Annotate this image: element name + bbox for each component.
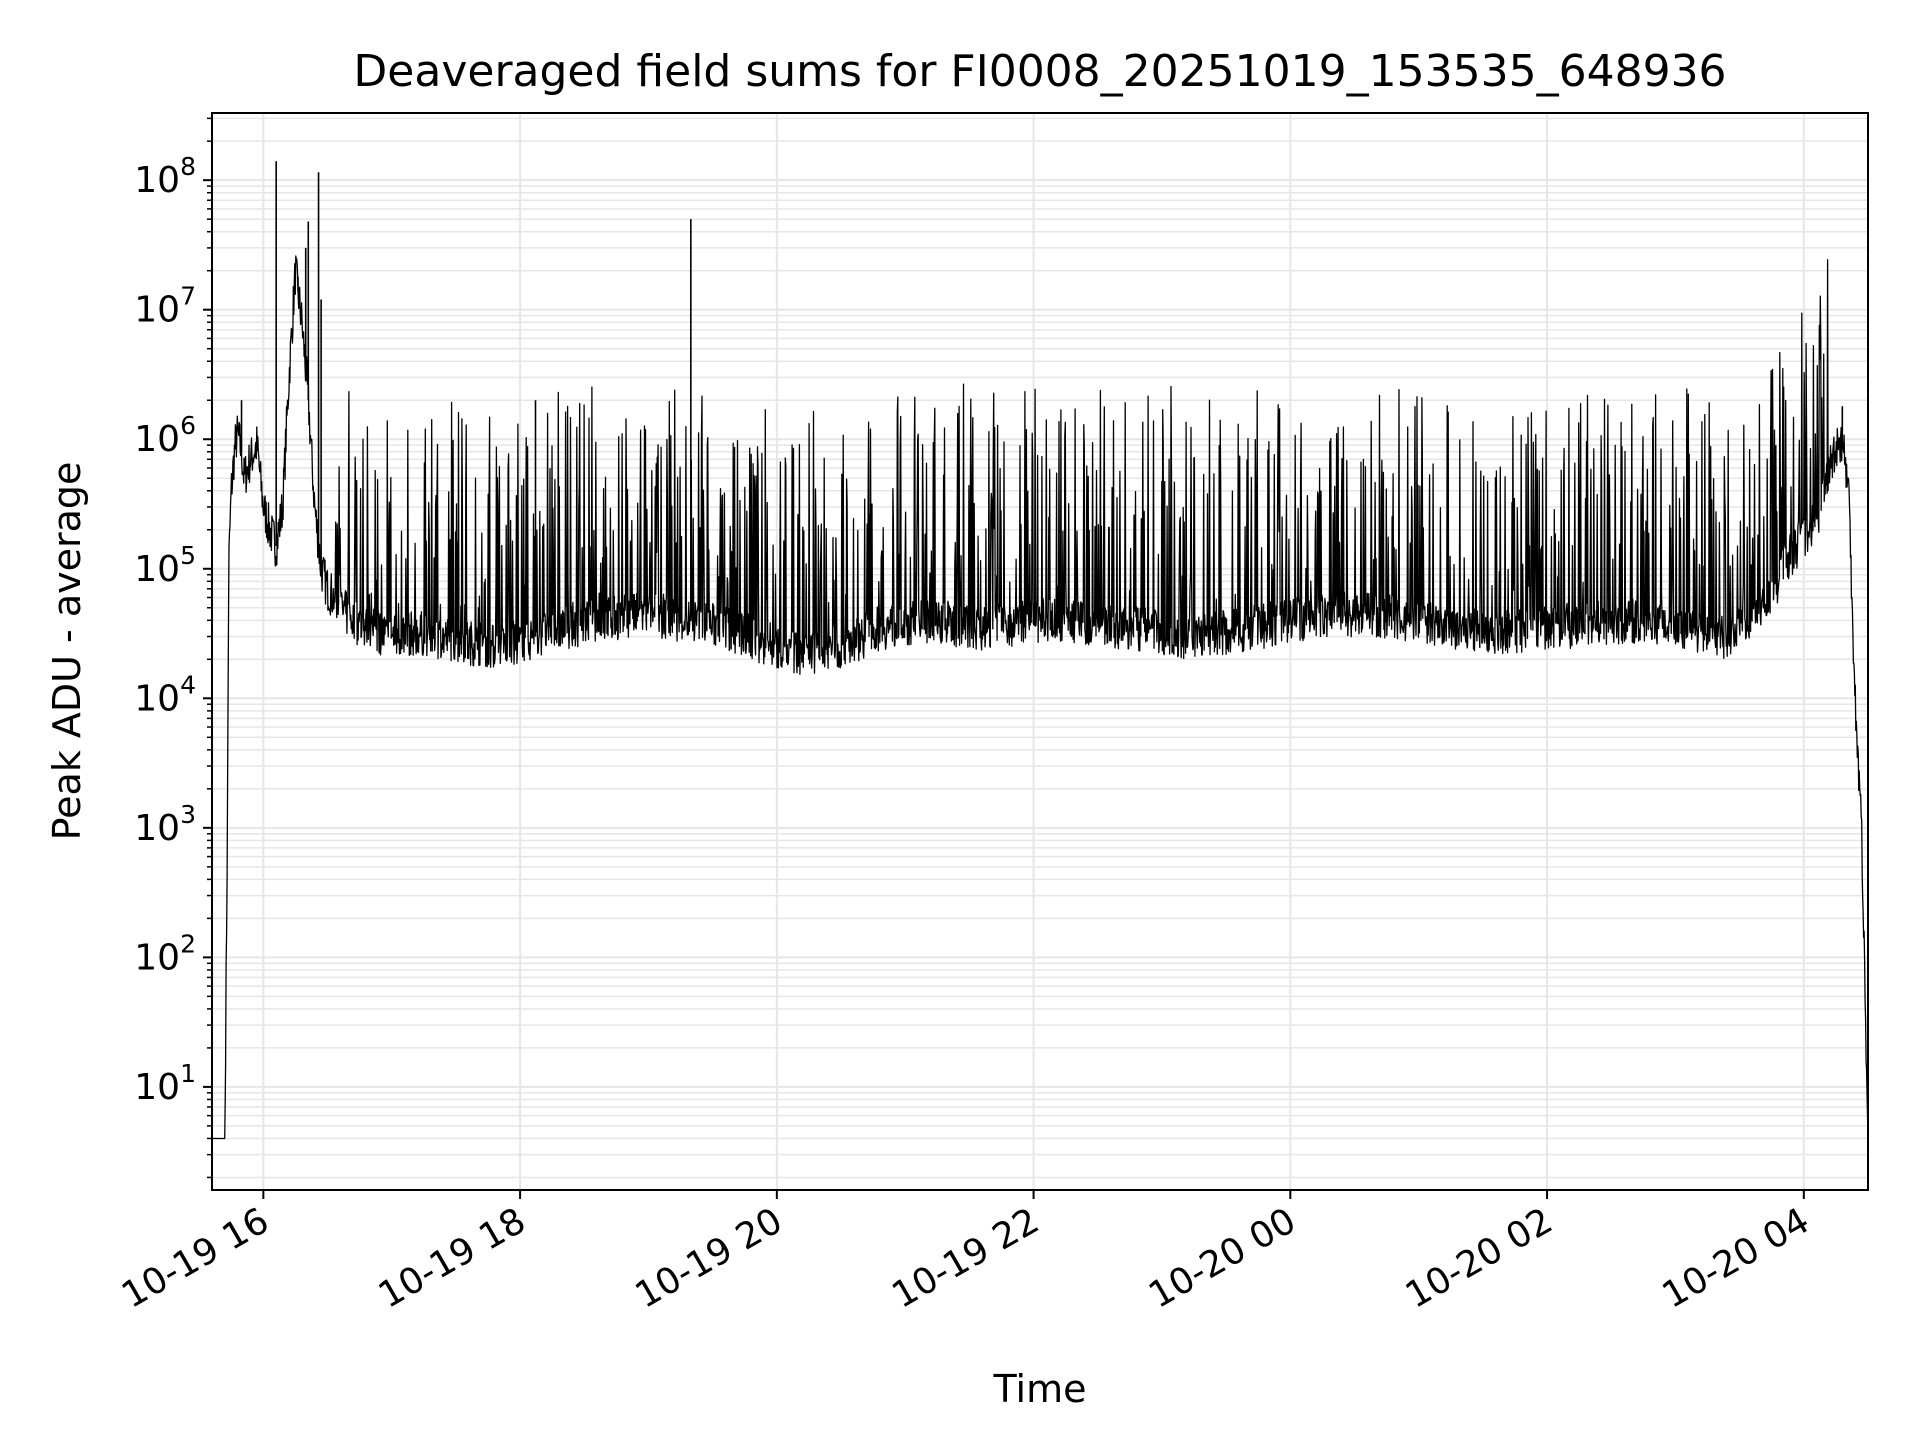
y-tick-exponent: 8 bbox=[180, 152, 196, 181]
y-tick-label: 105 bbox=[134, 541, 196, 590]
y-tick-exponent: 4 bbox=[180, 670, 196, 699]
series-line bbox=[211, 255, 1869, 1140]
y-tick-exponent: 5 bbox=[180, 541, 196, 570]
y-tick-exponent: 3 bbox=[180, 800, 196, 829]
y-tick-exponent: 7 bbox=[180, 282, 196, 311]
plot-frame bbox=[211, 112, 1869, 1191]
x-axis-label: Time bbox=[993, 1367, 1087, 1411]
y-tick-exponent: 1 bbox=[180, 1059, 196, 1088]
y-tick-exponent: 2 bbox=[180, 929, 196, 958]
y-tick-label: 108 bbox=[134, 152, 196, 201]
y-tick-exponent: 6 bbox=[180, 411, 196, 440]
chart-title: Deaveraged field sums for FI0008_2025101… bbox=[353, 46, 1726, 97]
y-tick-label: 106 bbox=[134, 411, 196, 460]
plot-area bbox=[211, 161, 1869, 1140]
y-axis-label: Peak ADU - average bbox=[45, 462, 89, 841]
grid bbox=[212, 113, 1868, 1190]
